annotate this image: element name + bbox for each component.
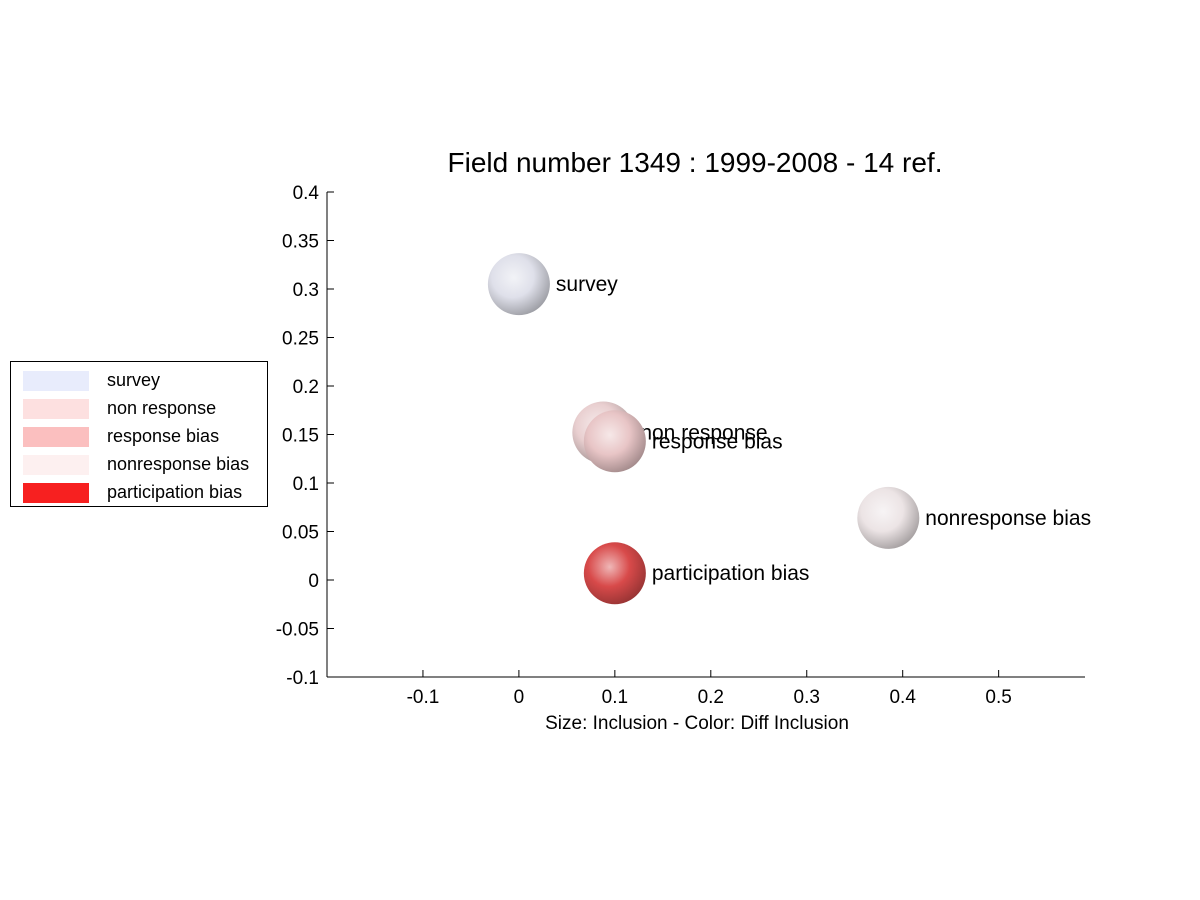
legend-swatch — [23, 427, 89, 447]
x-tick-label: 0.1 — [602, 687, 628, 708]
bubble — [487, 253, 550, 316]
legend-item: non response — [23, 397, 263, 419]
bubble-label: nonresponse bias — [925, 507, 1091, 530]
legend-swatch — [23, 371, 89, 391]
legend-swatch — [23, 455, 89, 475]
y-tick-label: 0.2 — [293, 377, 319, 398]
y-tick-label: 0.3 — [293, 280, 319, 301]
legend-label: nonresponse bias — [107, 454, 250, 474]
legend-item: nonresponse bias — [23, 453, 263, 475]
legend: survey non response response bias nonrespon… — [10, 361, 268, 507]
y-tick-label: 0.15 — [282, 426, 319, 447]
y-tick-label: -0.1 — [286, 668, 319, 689]
legend-swatch — [23, 399, 89, 419]
x-tick-label: 0.4 — [889, 687, 916, 708]
x-tick-label: 0.3 — [794, 687, 820, 708]
bubble — [857, 486, 920, 549]
chart-title: Field number 1349 : 1999-2008 - 14 ref. — [448, 147, 943, 178]
bubble — [583, 542, 646, 605]
bubble-label: response bias — [652, 430, 783, 453]
legend-item: survey — [23, 369, 263, 391]
y-tick-label: 0.35 — [282, 232, 319, 253]
legend-label: participation bias — [107, 482, 243, 502]
x-tick-label: -0.1 — [407, 687, 440, 708]
x-tick-label: 0.5 — [985, 687, 1011, 708]
y-tick-label: -0.05 — [276, 620, 319, 641]
bubble-label: non response — [640, 422, 767, 445]
legend-label: non response — [107, 398, 217, 418]
legend-label: response bias — [107, 426, 220, 446]
legend-item: participation bias — [23, 481, 263, 503]
y-axis-ticks: -0.1 -0.05 0 0.05 0.1 0.15 0.2 0.25 0.3 0.35 0.4 — [276, 183, 334, 689]
x-tick-label: 0 — [514, 687, 525, 708]
x-tick-label: 0.2 — [698, 687, 724, 708]
y-tick-label: 0.05 — [282, 523, 319, 544]
x-axis-label: Size: Inclusion - Color: Diff Inclusion — [545, 713, 849, 734]
y-tick-label: 0.25 — [282, 329, 319, 350]
bubble — [583, 410, 646, 473]
y-tick-label: 0.1 — [293, 474, 319, 495]
x-axis-ticks: -0.1 0 0.1 0.2 0.3 0.4 0.5 — [407, 670, 1012, 708]
legend-swatch — [23, 483, 89, 503]
legend-item: response bias — [23, 425, 263, 447]
bubble-label: participation bias — [652, 562, 810, 585]
y-tick-label: 0.4 — [293, 183, 320, 204]
y-tick-label: 0 — [308, 571, 319, 592]
legend-label: survey — [107, 370, 161, 390]
bubble-label: survey — [556, 273, 618, 296]
